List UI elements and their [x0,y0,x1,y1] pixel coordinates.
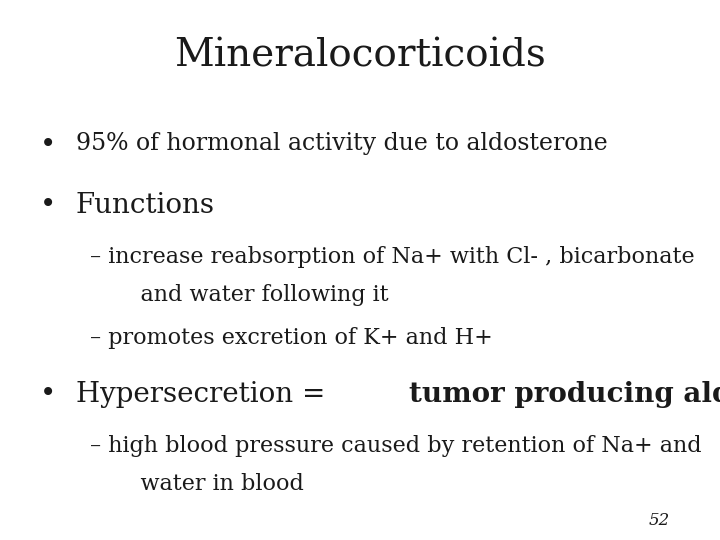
Text: Functions: Functions [76,192,215,219]
Text: – increase reabsorption of Na+ with Cl- , bicarbonate: – increase reabsorption of Na+ with Cl- … [90,246,695,268]
Text: 52: 52 [648,512,670,529]
Text: – high blood pressure caused by retention of Na+ and: – high blood pressure caused by retentio… [90,435,701,457]
Text: •: • [40,192,56,219]
Text: Mineralocorticoids: Mineralocorticoids [174,38,546,75]
Text: water in blood: water in blood [112,472,303,495]
Text: tumor producing aldosteronism: tumor producing aldosteronism [409,381,720,408]
Text: Hypersecretion =: Hypersecretion = [76,381,334,408]
Text: 95% of hormonal activity due to aldosterone: 95% of hormonal activity due to aldoster… [76,132,608,156]
Text: – promotes excretion of K+ and H+: – promotes excretion of K+ and H+ [90,327,492,349]
Text: •: • [40,132,56,159]
Text: and water following it: and water following it [112,284,388,306]
Text: •: • [40,381,56,408]
